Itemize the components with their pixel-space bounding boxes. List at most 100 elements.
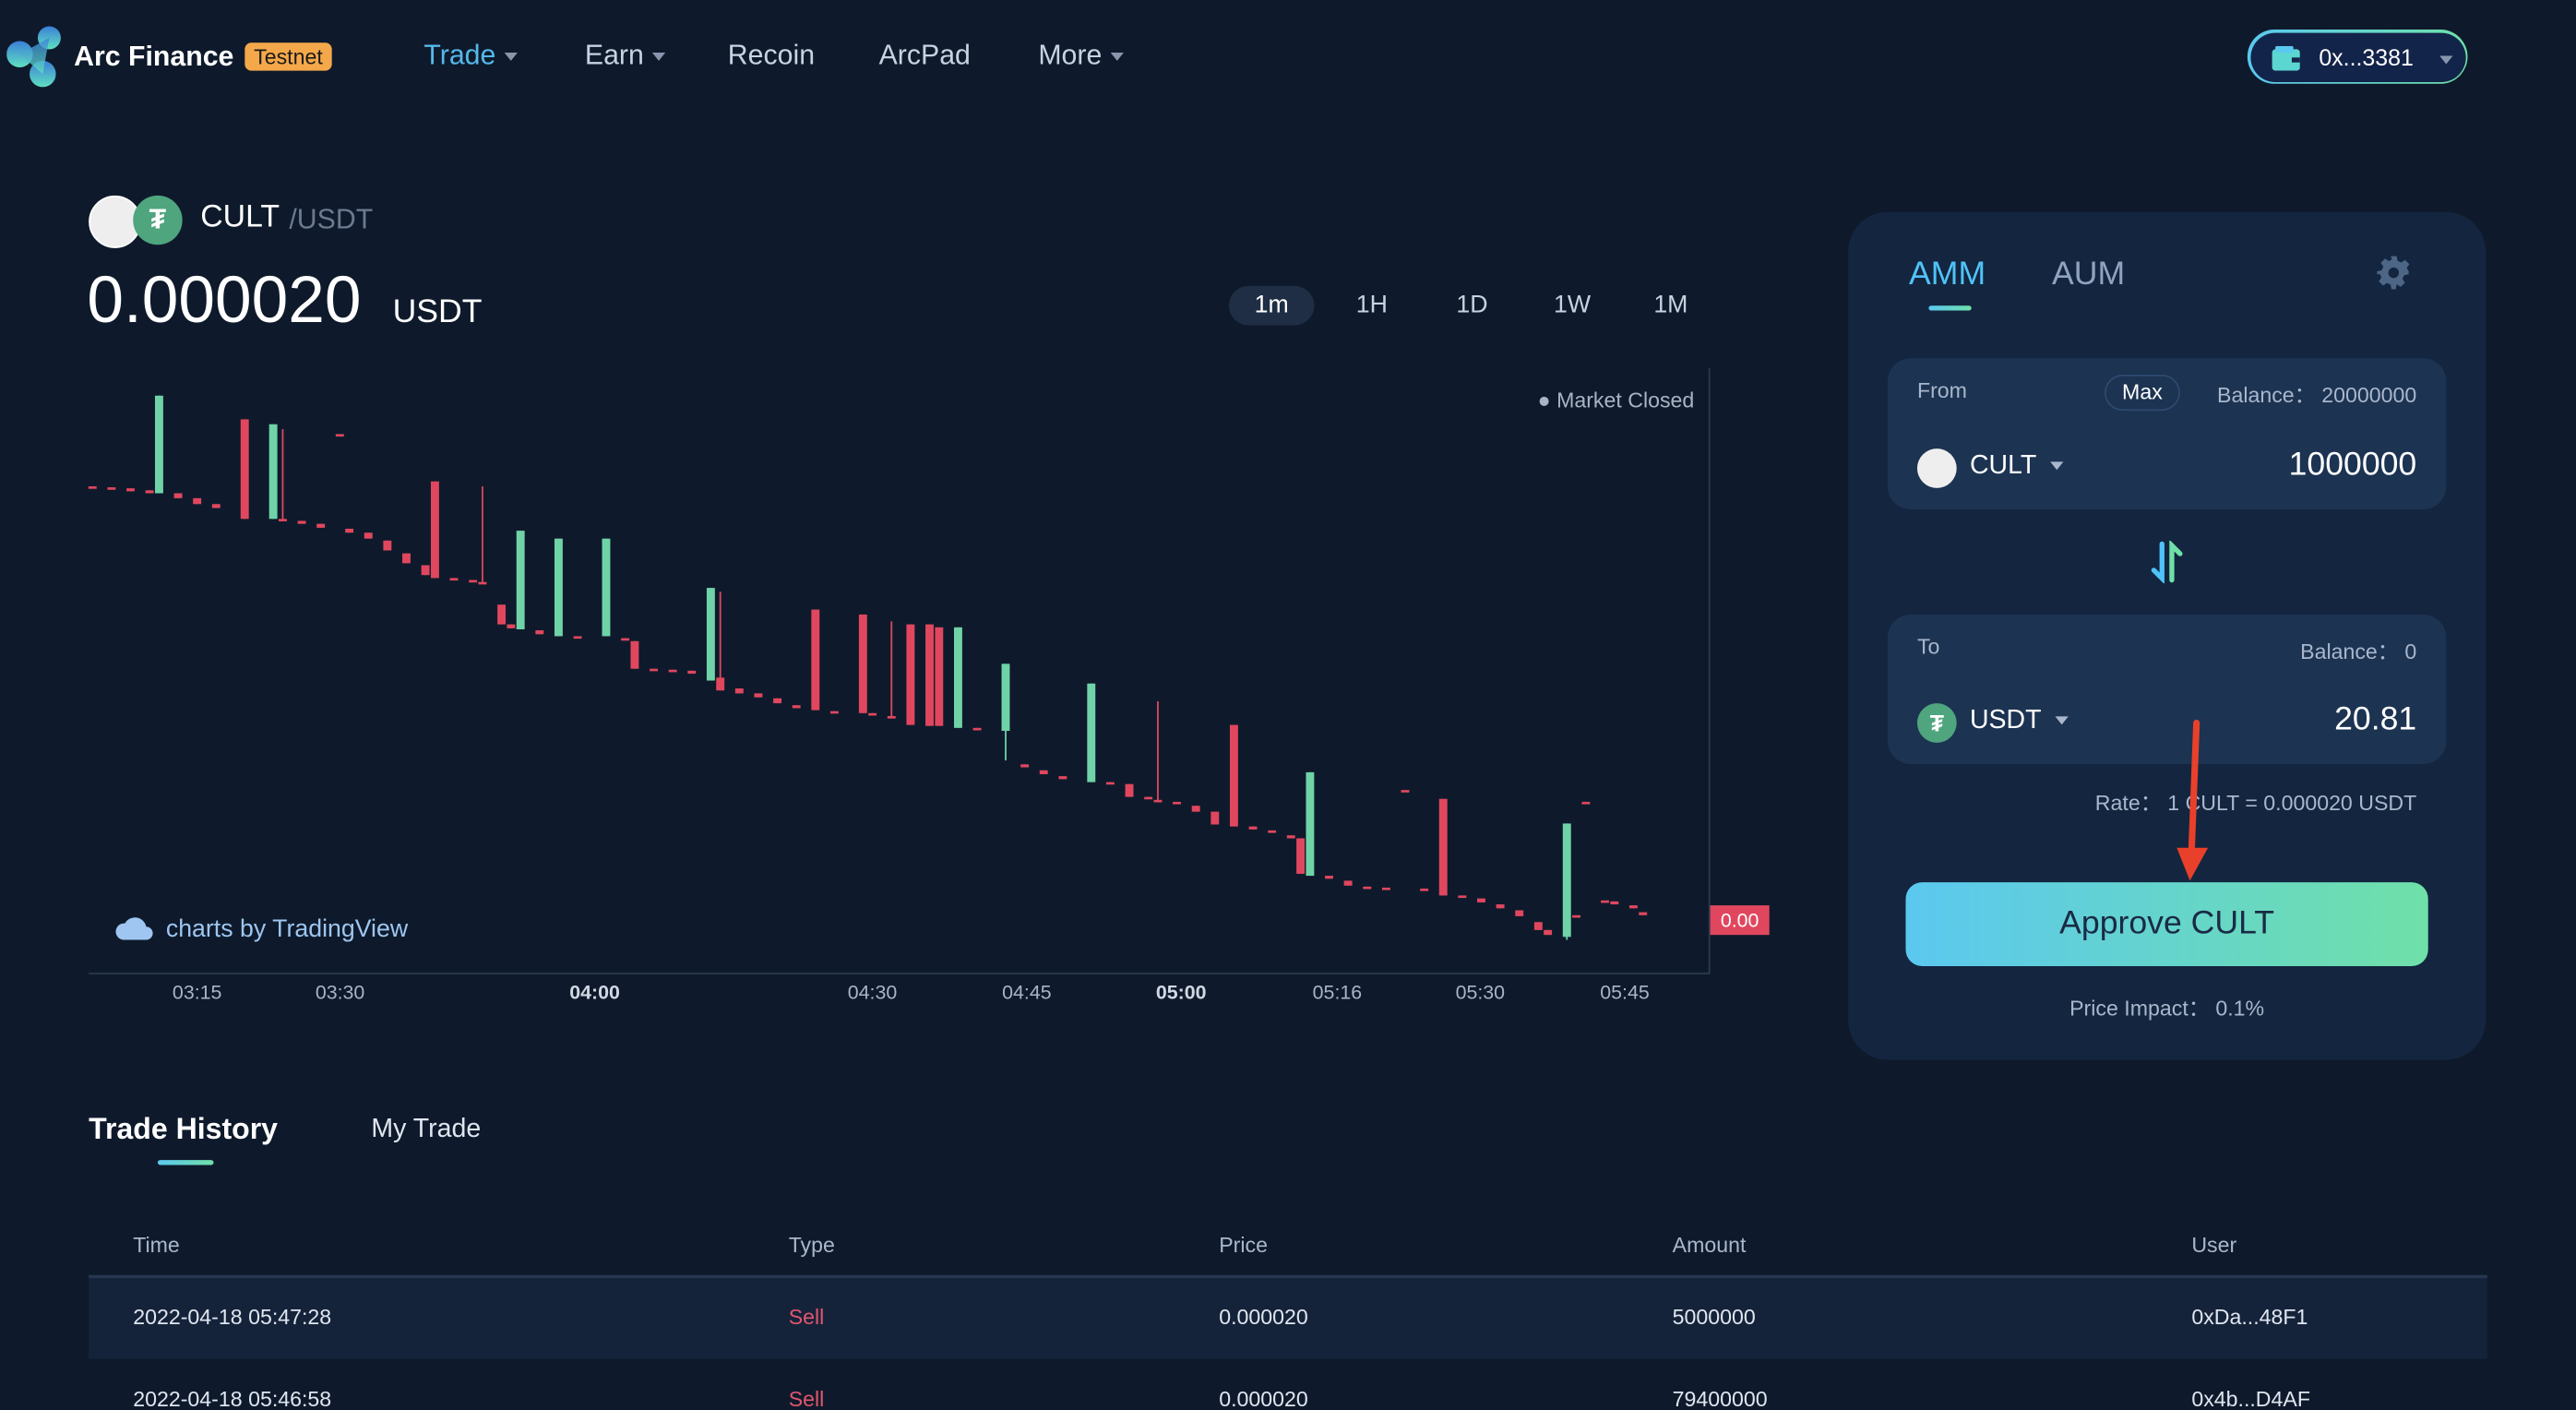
candle [829,711,839,714]
candle-body [630,640,639,669]
to-token-select[interactable]: USDT [1970,707,2068,736]
candle-body [1153,799,1163,803]
candle-body [240,419,249,520]
chevron-down-icon [2049,461,2063,471]
pair-base: CULT [200,200,280,235]
candle [925,624,934,726]
candle-body [469,580,478,583]
timeframe-1h[interactable]: 1H [1355,291,1388,319]
timeframe-1mo[interactable]: 1M [1653,291,1688,319]
candle [858,614,867,713]
candle [1477,898,1485,902]
candle [1210,811,1220,825]
timeframe-1d[interactable]: 1D [1456,291,1488,319]
cell-type: Sell [788,1386,825,1410]
candle-body [621,638,630,641]
column-header-user: User [2191,1232,2237,1258]
candle-body [1458,895,1467,899]
nav-trade[interactable]: Trade [423,40,518,73]
candle-body [478,581,487,585]
candle [1572,914,1581,918]
chevron-down-icon [651,53,666,61]
arc-logo-icon [6,26,61,88]
candle [573,636,582,639]
candle [1105,782,1115,785]
to-box: To Balance： 0 ₮ USDT 20.81 [1887,614,2447,764]
candle [734,688,744,694]
timeframe-1w[interactable]: 1W [1554,291,1592,319]
candle-body [1496,904,1505,909]
table-row[interactable]: 2022-04-18 05:47:28 Sell 0.000020 500000… [89,1278,2487,1359]
candle [1562,823,1571,940]
candle-body [829,711,839,714]
candle [935,627,944,726]
from-token-select[interactable]: CULT [1970,452,2063,482]
tab-amm[interactable]: AMM [1909,256,1986,293]
nav-more[interactable]: More [1038,40,1124,73]
to-label: To [1916,634,1940,660]
candle-body [1210,811,1220,825]
column-header-time: Time [133,1232,180,1258]
candle-body [1039,770,1048,775]
candle-body [1058,776,1067,780]
candle [383,540,392,551]
candle [773,698,782,704]
from-label: From [1916,377,1967,403]
candle [1544,929,1553,936]
table-row[interactable]: 2022-04-18 05:46:58 Sell 0.000020 794000… [89,1359,2487,1410]
candle-body [1306,771,1315,877]
candle-body [173,493,183,498]
max-button[interactable]: Max [2104,374,2180,412]
tab-trade-history[interactable]: Trade History [89,1112,279,1146]
candle-body [1639,912,1648,915]
x-tick-label: 03:15 [172,981,222,1004]
swap-direction-icon[interactable] [2149,540,2185,584]
nav-arcpad[interactable]: ArcPad [878,39,971,71]
tab-aum[interactable]: AUM [2051,256,2126,293]
candle-body [430,481,439,579]
cell-time: 2022-04-18 05:46:58 [133,1386,332,1410]
tradingview-attribution[interactable]: charts by TradingView [113,915,408,943]
candle-body [1268,830,1277,833]
nav-earn[interactable]: Earn [585,40,666,73]
candle-body [1515,910,1524,916]
candle-body [858,614,867,713]
candle-body [1477,898,1485,902]
candle [906,624,915,725]
candle-body [887,715,896,719]
candle [1581,801,1591,805]
approve-button[interactable]: Approve CULT [1905,882,2428,966]
candle-body [193,497,202,505]
x-tick-label: 04:45 [1002,981,1052,1004]
candle [1420,888,1429,891]
market-status: ● Market Closed [1538,388,1695,412]
candle-body [279,519,287,521]
tab-my-trade[interactable]: My Trade [371,1116,482,1144]
usdt-token-icon: ₮ [1916,703,1957,743]
timeframe-1m[interactable]: 1m [1228,285,1315,326]
from-amount-input[interactable]: 1000000 [2288,447,2417,484]
candle [1087,683,1096,783]
candle [650,668,658,672]
candle [345,528,354,533]
column-header-type: Type [788,1232,835,1258]
candle [1628,905,1638,909]
chevron-down-icon [2054,716,2068,725]
cell-price: 0.000020 [1219,1304,1308,1330]
candle-body [602,538,611,637]
nav-recoin[interactable]: Recoin [727,39,816,71]
candle [1639,912,1648,915]
candle-body [449,578,459,581]
gear-icon[interactable] [2376,255,2412,291]
candle-body [868,712,877,716]
candle [535,630,544,635]
candle [706,588,715,681]
candle-body [935,627,944,726]
wallet-button[interactable]: 0x...3381 [2247,30,2468,84]
candle-body [754,693,763,698]
candle [279,429,287,521]
candle-body [316,523,326,528]
candle-body [1544,929,1553,936]
candlestick-chart[interactable] [0,0,1807,1019]
column-header-amount: Amount [1672,1232,1747,1258]
